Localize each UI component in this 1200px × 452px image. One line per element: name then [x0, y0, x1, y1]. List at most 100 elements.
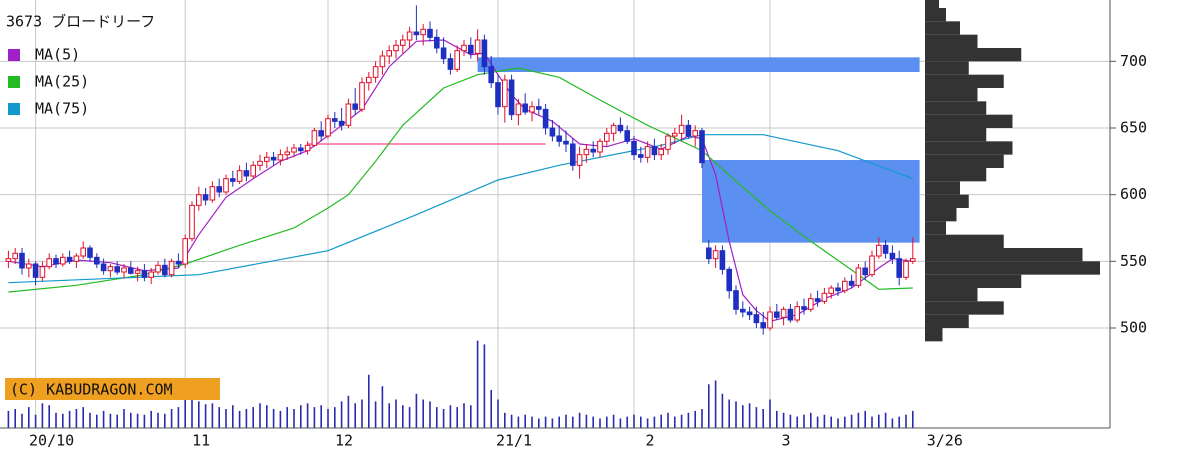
volume-bar [633, 414, 635, 428]
volume-bar [796, 416, 798, 428]
volume-bar [232, 405, 234, 428]
profile-bar [925, 261, 1100, 275]
candle-body [848, 280, 855, 286]
candle-body [80, 247, 87, 257]
candle-body [508, 79, 515, 116]
profile-bar [925, 221, 946, 235]
volume-bar [89, 412, 91, 428]
volume-bar [408, 407, 411, 428]
candle-body [257, 160, 263, 166]
volume-bar [612, 414, 615, 428]
candle-body [39, 266, 46, 278]
legend-swatch [8, 49, 20, 61]
volume-bar [211, 403, 214, 428]
candle-body [651, 146, 658, 156]
candle-body [26, 263, 32, 269]
volume-bar [619, 418, 622, 428]
volume-bar [388, 403, 390, 428]
volume-bar [102, 410, 105, 428]
volume-bar [374, 401, 377, 428]
volume-bar [7, 410, 10, 428]
volume-bar [68, 410, 71, 428]
volume-bar [306, 403, 309, 428]
candle-body [570, 143, 576, 166]
candle-body [440, 47, 447, 60]
candle-body [801, 306, 807, 310]
profile-bar [925, 328, 943, 342]
y-tick-label: 700 [1120, 52, 1147, 70]
volume-bar [266, 405, 268, 428]
profile-bar [925, 274, 1022, 288]
candle-body [699, 130, 705, 164]
legend-label: MA(5) [35, 46, 80, 64]
profile-bar [925, 208, 957, 222]
candle-body [495, 82, 501, 108]
volume-bar [626, 416, 628, 428]
profile-bar [925, 21, 960, 35]
candle-body [740, 308, 746, 313]
volume-bar [334, 407, 336, 428]
candle-body [46, 258, 53, 268]
candle-body [128, 267, 134, 274]
candle-body [107, 266, 114, 272]
profile-bar [925, 128, 987, 142]
candle-body [672, 132, 678, 137]
candle-body [794, 306, 801, 321]
volume-bar [728, 399, 730, 428]
volume-bar [320, 405, 322, 428]
volume-bar [381, 386, 384, 428]
candle-body [175, 260, 182, 265]
volume-bar [252, 407, 254, 428]
volume-bar [402, 405, 404, 428]
volume-bar [490, 390, 492, 428]
profile-bar [925, 234, 1004, 248]
volume-bar [864, 410, 866, 428]
candle-body [787, 308, 794, 321]
candle-body [393, 44, 399, 52]
x-tick-label: 21/1 [496, 432, 532, 450]
volume-bar [82, 407, 84, 428]
volume-bar [898, 416, 900, 428]
volume-bar [198, 401, 200, 428]
candle-body [216, 186, 222, 193]
candle-body [359, 82, 365, 110]
candle-body [910, 258, 916, 262]
volume-bar [823, 414, 826, 428]
candle-body [658, 148, 665, 156]
volume-bar [810, 412, 812, 428]
candle-body [760, 322, 767, 329]
volume-bar [204, 404, 207, 428]
profile-bar [925, 154, 1004, 168]
profile-bar [925, 114, 1013, 128]
candle-body [114, 266, 121, 273]
candle-body [726, 268, 733, 292]
candle-body [542, 108, 549, 129]
volume-bar [293, 409, 295, 428]
candle-body [284, 151, 290, 156]
volume-bar [422, 399, 424, 428]
ma-line [8, 134, 914, 284]
candle-body [576, 154, 583, 166]
candle-body [876, 244, 882, 257]
candle-body [372, 66, 379, 78]
candle-body [461, 44, 467, 52]
candle-body [828, 287, 835, 294]
plot-layer [0, 0, 1110, 428]
candle-body [94, 256, 100, 265]
volume-bar [449, 405, 452, 428]
volume-bar [646, 418, 649, 428]
volume-bar [340, 401, 343, 428]
candle-body [311, 130, 318, 146]
profile-bar [925, 101, 987, 115]
volume-bar [497, 399, 499, 428]
zone [702, 160, 920, 243]
candle-body [712, 250, 719, 260]
volume-bar [157, 412, 159, 428]
volume-bar [395, 399, 397, 428]
profile-bar [925, 8, 946, 22]
candle-body [835, 287, 841, 292]
volume-bar [463, 403, 465, 428]
candle-body [352, 103, 358, 110]
candle-body [270, 156, 277, 161]
profile-bar [925, 314, 969, 328]
